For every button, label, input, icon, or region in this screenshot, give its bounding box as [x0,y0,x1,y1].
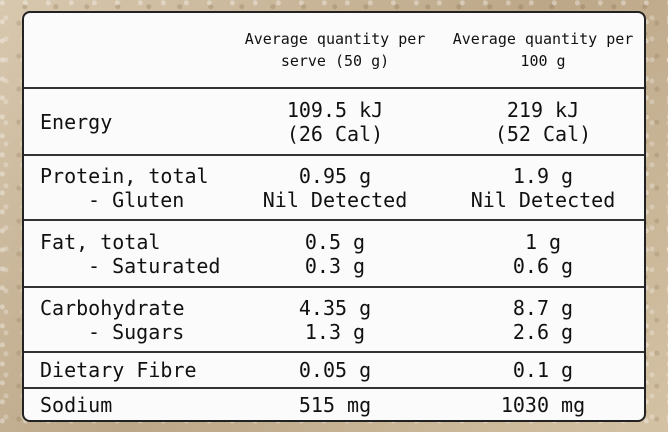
fat-per-100g: 1 g 0.6 g [440,221,644,286]
row-dietary-fibre: Dietary Fibre 0.05 g 0.1 g [24,353,644,387]
saturated-label-text: - Saturated [88,253,221,278]
sodium-per-serve-value: 515 mg [298,392,372,417]
fat-per-serve: 0.5 g 0.3 g [230,221,440,286]
dietary-fibre-per-100g: 0.1 g [440,353,644,387]
fat-per-serve-value: 0.5 g [304,229,366,254]
saturated-per-serve-value: 0.3 g [304,253,366,278]
energy-per-serve: 109.5 kJ (26 Cal) [230,89,440,154]
row-protein: Protein, total - Gluten 0.95 g Nil Detec… [24,156,644,219]
protein-label: Protein, total - Gluten [40,156,230,219]
sodium-per-serve: 515 mg [230,389,440,420]
row-divider [24,351,644,353]
sodium-label: Sodium [40,389,230,420]
carbohydrate-label: Carbohydrate - Sugars [40,288,230,351]
dietary-fibre-label-text: Dietary Fibre [40,358,197,382]
header-per-100g-line2: 100 g [520,52,566,70]
energy-label-text: Energy [40,109,113,134]
header-per-serve-line2: serve (50 g) [280,52,390,70]
nutrition-table: Average quantity per serve (50 g) Averag… [22,11,646,422]
row-sodium: Sodium 515 mg 1030 mg [24,389,644,420]
dietary-fibre-per-100g-value: 0.1 g [512,358,574,382]
gluten-per-100g-value: Nil Detected [470,187,616,212]
header-per-serve-line1: Average quantity per [244,30,426,48]
carbohydrate-per-100g-value: 8.7 g [512,295,574,320]
gluten-per-serve-value: Nil Detected [262,187,408,212]
energy-per-serve-cal: (26 Cal) [286,121,384,146]
sugars-per-100g-value: 2.6 g [512,319,574,344]
dietary-fibre-label: Dietary Fibre [40,353,230,387]
saturated-per-100g-value: 0.6 g [512,253,574,278]
sodium-per-100g-value: 1030 mg [500,392,586,417]
row-divider [24,387,644,389]
energy-per-100g: 219 kJ (52 Cal) [440,89,644,154]
header-per-100g: Average quantity per 100 g [440,13,644,87]
gluten-label-text: - Gluten [88,187,185,212]
sugars-label-text: - Sugars [88,319,185,344]
row-divider [24,154,644,156]
carbohydrate-label-text: Carbohydrate [40,295,185,320]
protein-per-100g: 1.9 g Nil Detected [440,156,644,219]
sugars-per-serve-value: 1.3 g [304,319,366,344]
carbohydrate-per-serve: 4.35 g 1.3 g [230,288,440,351]
sodium-label-text: Sodium [40,392,113,417]
header-per-100g-line1: Average quantity per [452,30,634,48]
sodium-per-100g: 1030 mg [440,389,644,420]
fat-label: Fat, total - Saturated [40,221,230,286]
row-divider [24,219,644,221]
fat-per-100g-value: 1 g [524,229,562,254]
protein-per-100g-value: 1.9 g [512,163,574,188]
header-per-serve: Average quantity per serve (50 g) [230,13,440,87]
protein-per-serve: 0.95 g Nil Detected [230,156,440,219]
energy-label: Energy [40,89,230,154]
energy-per-serve-kj: 109.5 kJ [286,97,384,122]
row-fat: Fat, total - Saturated 0.5 g 0.3 g 1 g 0… [24,221,644,286]
fat-label-text: Fat, total [40,229,161,254]
protein-label-text: Protein, total [40,163,209,188]
dietary-fibre-per-serve-value: 0.05 g [298,358,372,382]
carbohydrate-per-serve-value: 4.35 g [298,295,372,320]
energy-per-100g-kj: 219 kJ [506,97,580,122]
energy-per-100g-cal: (52 Cal) [494,121,592,146]
row-divider [24,286,644,288]
dietary-fibre-per-serve: 0.05 g [230,353,440,387]
protein-per-serve-value: 0.95 g [298,163,372,188]
carbohydrate-per-100g: 8.7 g 2.6 g [440,288,644,351]
row-carbohydrate: Carbohydrate - Sugars 4.35 g 1.3 g 8.7 g… [24,288,644,351]
row-divider [24,87,644,89]
header-row: Average quantity per serve (50 g) Averag… [24,13,644,87]
row-energy: Energy 109.5 kJ (26 Cal) 219 kJ (52 Cal) [24,89,644,154]
